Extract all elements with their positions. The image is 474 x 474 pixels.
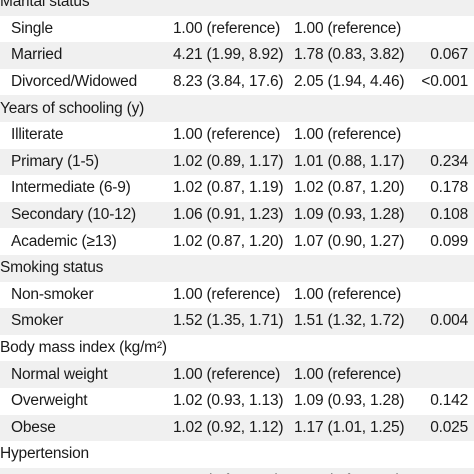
- row-label: Married: [11, 46, 63, 64]
- p-value-cell: 0.234: [430, 152, 468, 170]
- crude-or-cell: 1.00 (reference): [173, 365, 281, 383]
- crude-or-cell: 1.02 (0.92, 1.12): [173, 418, 284, 436]
- row-label: Academic (≥13): [11, 232, 117, 250]
- crude-or-cell: 1.00 (reference): [173, 126, 281, 144]
- adjusted-or-cell: 1.51 (1.32, 1.72): [294, 312, 405, 330]
- adjusted-or-cell: 1.07 (0.90, 1.27): [294, 232, 405, 250]
- adjusted-or-cell: 1.00 (reference): [294, 126, 402, 144]
- table-section-header: Marital status: [0, 0, 474, 16]
- row-label: Primary (1-5): [11, 152, 99, 170]
- row-label: Marital status: [0, 0, 90, 11]
- table-row: Illiterate 1.00 (reference) 1.00 (referenc…: [0, 122, 474, 149]
- table-row: Divorced/Widowed 8.23 (3.84, 17.6) 2.05 (1…: [0, 69, 474, 96]
- crude-or-cell: 1.00 (reference): [173, 285, 281, 303]
- crude-or-cell: 1.02 (0.87, 1.19): [173, 179, 284, 197]
- table-row: Academic (≥13) 1.02 (0.87, 1.20) 1.07 (0.9…: [0, 228, 474, 255]
- p-value-cell: 0.099: [430, 232, 468, 250]
- row-label: Divorced/Widowed: [11, 73, 138, 91]
- crude-or-cell: 4.21 (1.99, 8.92): [173, 46, 284, 64]
- table-row: Smoker 1.52 (1.35, 1.71) 1.51 (1.32, 1.72)…: [0, 308, 474, 335]
- p-value-cell: 0.004: [430, 312, 468, 330]
- row-label: Non-smoker: [11, 285, 94, 303]
- row-label: Smoker: [11, 312, 64, 330]
- adjusted-or-cell: 1.17 (1.01, 1.25): [294, 418, 405, 436]
- p-value-cell: <0.001: [421, 73, 468, 91]
- adjusted-or-cell: 1.09 (0.93, 1.28): [294, 206, 405, 224]
- row-label: Body mass index (kg/m²): [0, 339, 167, 357]
- adjusted-or-cell: 1.01 (0.88, 1.17): [294, 152, 405, 170]
- crude-or-cell: 1.02 (0.87, 1.20): [173, 232, 284, 250]
- table-row: Intermediate (6-9) 1.02 (0.87, 1.19) 1.02 …: [0, 175, 474, 202]
- row-label: Single: [11, 19, 53, 37]
- row-label: Smoking status: [0, 259, 104, 277]
- p-value-cell: 0.025: [430, 418, 468, 436]
- crude-or-cell: 8.23 (3.84, 17.6): [173, 73, 284, 91]
- table-row: Secondary (10-12) 1.06 (0.91, 1.23) 1.09 (…: [0, 201, 474, 229]
- table-row: Normal weight 1.00 (reference) 1.00 (refer…: [0, 361, 474, 388]
- row-label: Illiterate: [11, 126, 64, 144]
- row-label: Years of schooling (y): [0, 99, 145, 117]
- crude-or-cell: 1.00 (reference): [172, 472, 293, 474]
- adjusted-or-cell: 1.02 (0.87, 1.20): [294, 179, 405, 197]
- adjusted-or-cell: 1.78 (0.83, 3.82): [294, 46, 405, 64]
- table-section-header: Body mass index (kg/m²): [0, 335, 474, 362]
- table-section-header: Smoking status: [0, 254, 474, 282]
- row-label: Overweight: [11, 392, 88, 410]
- table-section-header: Years of schooling (y): [0, 95, 474, 122]
- adjusted-or-cell: 1.00 (reference): [294, 19, 402, 37]
- crude-or-cell: 1.00 (reference): [173, 19, 281, 37]
- table-section-header: Hypertension: [0, 441, 474, 468]
- table-row: Primary (1-5) 1.02 (0.89, 1.17) 1.01 (0.88…: [0, 148, 474, 176]
- table-row: Obese 1.02 (0.92, 1.12) 1.17 (1.01, 1.25) 0…: [0, 414, 474, 442]
- table-row: Married 4.21 (1.99, 8.92) 1.78 (0.83, 3.82…: [0, 42, 474, 69]
- row-label: Normal weight: [11, 365, 108, 383]
- table-row: No1.00 (reference)1.00 (reference): [0, 467, 474, 474]
- adjusted-or-cell: 1.00 (reference): [293, 472, 414, 474]
- p-value-cell: 0.108: [430, 206, 468, 224]
- row-label: No: [0, 472, 172, 474]
- crude-or-cell: 1.06 (0.91, 1.23): [173, 206, 284, 224]
- row-label: Obese: [11, 418, 56, 436]
- crude-or-cell: 1.02 (0.93, 1.13): [173, 392, 284, 410]
- p-value-cell: 0.067: [430, 46, 468, 64]
- adjusted-or-cell: 1.00 (reference): [294, 365, 402, 383]
- table-row: Overweight 1.02 (0.93, 1.13) 1.09 (0.93, 1…: [0, 388, 474, 415]
- adjusted-or-cell: 1.09 (0.93, 1.28): [294, 392, 405, 410]
- p-value-cell: 0.178: [430, 179, 468, 197]
- row-label: Hypertension: [0, 445, 89, 463]
- adjusted-or-cell: 2.05 (1.94, 4.46): [294, 73, 405, 91]
- adjusted-or-cell: 1.00 (reference): [294, 285, 402, 303]
- table-row: Non-smoker 1.00 (reference) 1.00 (referenc…: [0, 282, 474, 309]
- crude-or-cell: 1.02 (0.89, 1.17): [173, 152, 284, 170]
- row-label: Intermediate (6-9): [11, 179, 131, 197]
- table-row: Single 1.00 (reference) 1.00 (reference): [0, 16, 474, 43]
- p-value-cell: 0.142: [430, 392, 468, 410]
- row-label: Secondary (10-12): [11, 206, 136, 224]
- crude-or-cell: 1.52 (1.35, 1.71): [173, 312, 284, 330]
